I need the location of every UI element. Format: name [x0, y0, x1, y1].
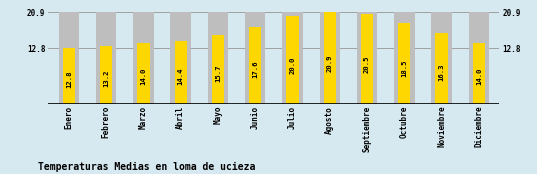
Text: 15.7: 15.7	[215, 65, 221, 82]
Bar	[320, 13, 340, 104]
Bar	[137, 43, 149, 104]
Text: 20.5: 20.5	[364, 55, 370, 73]
Text: 20.0: 20.0	[289, 56, 295, 74]
Text: 20.9: 20.9	[327, 54, 333, 72]
Bar	[436, 33, 448, 104]
Bar	[394, 13, 415, 104]
Bar	[59, 13, 79, 104]
Bar	[133, 13, 154, 104]
Bar	[208, 13, 228, 104]
Bar	[469, 13, 489, 104]
Bar	[473, 43, 485, 104]
Bar	[249, 27, 262, 104]
Text: 17.6: 17.6	[252, 61, 258, 78]
Bar	[245, 13, 265, 104]
Bar	[282, 13, 303, 104]
Bar	[357, 13, 378, 104]
Bar	[170, 13, 191, 104]
Bar	[398, 23, 410, 104]
Text: 14.4: 14.4	[178, 67, 184, 85]
Text: Temperaturas Medias en loma de ucieza: Temperaturas Medias en loma de ucieza	[38, 162, 255, 172]
Bar	[286, 16, 299, 104]
Bar	[175, 41, 187, 104]
Bar	[100, 46, 112, 104]
Bar	[324, 13, 336, 104]
Text: 14.0: 14.0	[140, 68, 147, 85]
Bar	[212, 35, 224, 104]
Text: 14.0: 14.0	[476, 68, 482, 85]
Text: 13.2: 13.2	[103, 70, 109, 87]
Bar	[63, 48, 75, 104]
Text: 18.5: 18.5	[401, 59, 408, 77]
Bar	[361, 14, 373, 104]
Text: 16.3: 16.3	[439, 63, 445, 81]
Bar	[96, 13, 117, 104]
Text: 12.8: 12.8	[66, 70, 72, 88]
Bar	[431, 13, 452, 104]
